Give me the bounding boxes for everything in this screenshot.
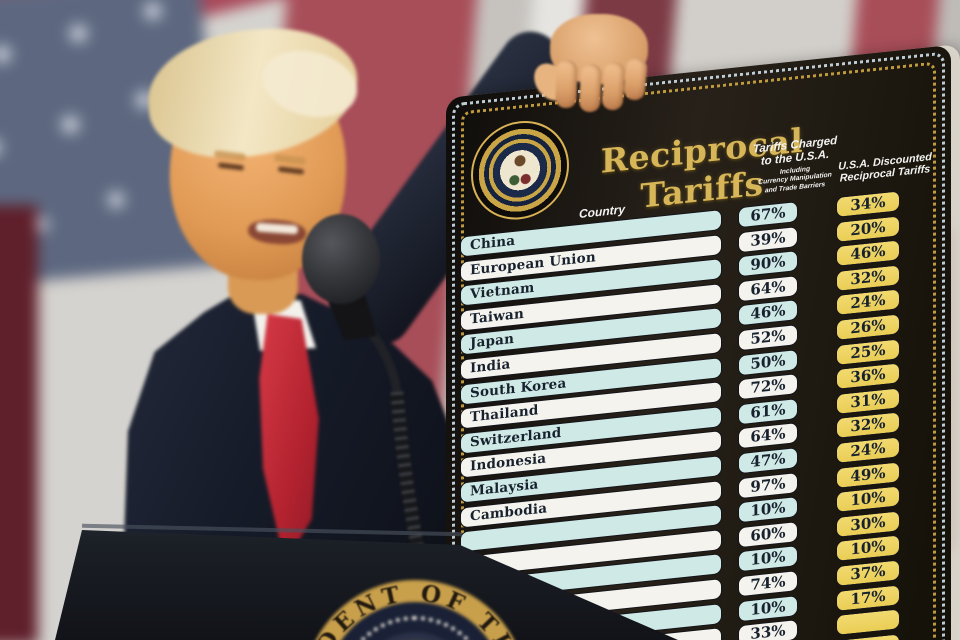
- red-curtain: [0, 205, 38, 640]
- mic-windscreen: [302, 214, 380, 304]
- finger: [578, 63, 603, 113]
- seal-text: SIDENT OF THE U: [303, 580, 526, 640]
- mic-clamp: [326, 292, 377, 340]
- svg-text:SIDENT OF THE U: SIDENT OF THE U: [303, 580, 527, 640]
- seal-arc-text: SIDENT OF THE U: [303, 580, 527, 640]
- finger: [623, 57, 648, 101]
- finger: [555, 59, 578, 109]
- seal-eagle-center: [355, 632, 475, 640]
- finger: [601, 61, 626, 111]
